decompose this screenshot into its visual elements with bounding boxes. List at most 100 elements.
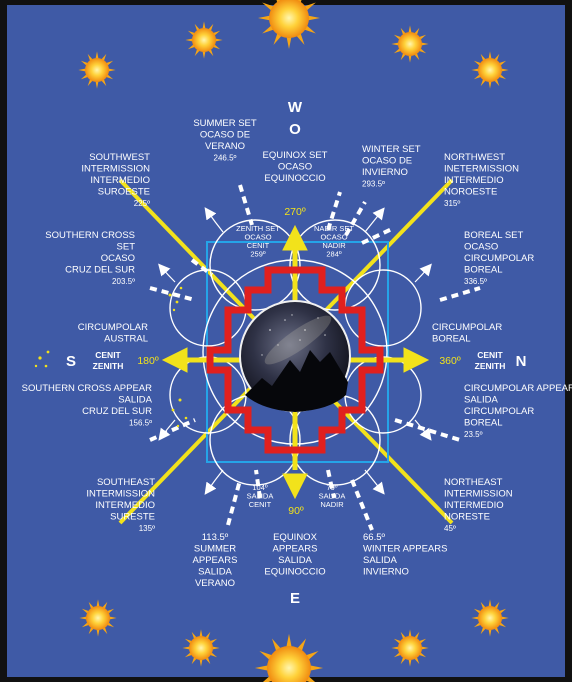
label-southwest: SOUTHWEST INTERMISSION INTERMEDIO SUROESTE 2…: [81, 152, 150, 208]
label-line: APPEARS: [273, 544, 318, 555]
cardinal-west-bottom: O: [289, 121, 301, 138]
label-line: SURESTE: [110, 512, 155, 523]
label-line: 259º: [250, 250, 266, 259]
label-line: VERANO: [205, 141, 245, 152]
label-line: 113.5º: [202, 532, 229, 543]
cardinal-north: N: [516, 353, 527, 370]
label-line: INVIERNO: [363, 567, 409, 578]
label-line: CRUZ DEL SUR: [65, 265, 135, 276]
arrow-left: [161, 347, 188, 373]
sun-disc: [478, 606, 502, 630]
label-line: SUMMER: [194, 544, 236, 555]
label-nadir-appear: 79º SALIDA NADIR: [319, 483, 346, 509]
label-line: 104º: [252, 483, 268, 492]
label-line: 293.5º: [362, 180, 385, 189]
label-southeast: SOUTHEAST INTERMISSION INTERMEDIO SURESTE 13…: [86, 477, 155, 533]
label-line: SALIDA: [278, 555, 312, 566]
label-line: SALIDA: [464, 395, 498, 406]
label-layer: SUMMER SET OCASO DE VERANO 246.5º EQUINOX SE…: [22, 118, 572, 589]
label-line: 156.5º: [129, 419, 152, 428]
label-line: 66.5º: [363, 532, 385, 543]
label-winter-set: WINTER SET OCASO DE INVIERNO 293.5º: [362, 144, 421, 189]
label-line: EQUINOCCIO: [264, 567, 325, 578]
direction-dashes: [149, 184, 481, 531]
label-line: OCASO: [320, 233, 347, 242]
label-line: APPEARS: [193, 555, 238, 566]
sun-icon: [78, 51, 116, 89]
sun-disc: [398, 32, 422, 56]
label-line: CIRCUMPOLAR APPEAR: [464, 383, 572, 394]
sun-icon: [471, 51, 509, 89]
label-line: 225º: [134, 199, 150, 208]
sun-group: [78, 0, 509, 687]
cardinal-east: E: [290, 590, 300, 607]
label-northeast: NORTHEAST INTERMISSION INTERMEDIO NORESTE 45…: [444, 477, 513, 533]
label-line: INTERMISSION: [86, 489, 155, 500]
sun-icon: [391, 25, 429, 63]
label-line: VERANO: [195, 578, 235, 589]
label-line: SUROESTE: [98, 187, 150, 198]
zenith-right-line2: ZENITH: [475, 361, 506, 371]
sun-icon: [254, 633, 324, 687]
label-equinox-appears: EQUINOX APPEARS SALIDA EQUINOCCIO: [264, 532, 325, 578]
label-line: INETERMISSION: [444, 164, 519, 175]
label-summer-set: SUMMER SET OCASO DE VERANO 246.5º: [193, 118, 257, 163]
label-line: OCASO: [278, 162, 312, 173]
label-line: SOUTHERN CROSS: [45, 230, 135, 241]
degree-90: 90º: [288, 505, 304, 517]
label-line: 45º: [444, 524, 456, 533]
degree-270: 270º: [284, 206, 306, 218]
label-line: SOUTHWEST: [89, 152, 150, 163]
zenith-labels: CENIT ZENITH CENIT ZENITH: [93, 350, 506, 371]
label-line: BOREAL: [432, 334, 471, 345]
label-line: OCASO DE: [362, 156, 412, 167]
sun-icon: [185, 21, 223, 59]
label-line: OCASO: [464, 242, 498, 253]
sun-disc: [267, 646, 311, 687]
sun-disc: [85, 58, 109, 82]
label-line: WINTER APPEARS: [363, 544, 447, 555]
label-line: INTERMEDIO: [444, 500, 504, 511]
label-line: NADIR: [322, 241, 346, 250]
center-night-sky-image: [239, 300, 351, 412]
label-zenith-set: ZENITH SET OCASO CENIT 259º: [236, 224, 280, 259]
ring: [209, 219, 301, 311]
label-line: INTERMEDIO: [95, 500, 155, 511]
label-line: OCASO: [244, 233, 271, 242]
label-line: SALIDA: [319, 492, 346, 501]
label-line: NOROESTE: [444, 187, 497, 198]
label-line: BOREAL SET: [464, 230, 524, 241]
sun-disc: [398, 636, 422, 660]
label-line: CIRCUMPOLAR: [464, 253, 534, 264]
label-line: EQUINOX: [273, 532, 317, 543]
label-line: EQUINOX SET: [263, 150, 328, 161]
sun-disc: [86, 606, 110, 630]
label-summer-appears: 113.5º SUMMER APPEARS SALIDA VERANO: [193, 532, 238, 589]
ring: [289, 219, 381, 311]
label-line: WINTER SET: [362, 144, 421, 155]
label-line: CENIT: [249, 500, 272, 509]
label-line: NORTHEAST: [444, 477, 503, 488]
star-dots: [34, 286, 188, 428]
sun-icon: [391, 629, 429, 667]
label-line: 203.5º: [112, 277, 135, 286]
label-line: SOUTHEAST: [97, 477, 155, 488]
label-line: AUSTRAL: [104, 334, 148, 345]
cardinal-letters: W O E S N: [66, 99, 526, 607]
label-circumpolar-austral: CIRCUMPOLAR AUSTRAL: [78, 322, 148, 345]
sun-icon: [258, 0, 320, 49]
sun-disc: [478, 58, 502, 82]
label-line: 246.5º: [214, 154, 237, 163]
label-line: OCASO: [101, 253, 135, 264]
label-zenith-appear: 104º SALIDA CENIT: [247, 483, 274, 509]
label-line: SET: [117, 242, 136, 253]
sun-disc: [189, 636, 213, 660]
sun-icon: [471, 599, 509, 637]
label-line: CIRCUMPOLAR: [464, 406, 534, 417]
label-winter-appears: 66.5º WINTER APPEARS SALIDA INVIERNO: [363, 532, 447, 578]
label-line: INTERMISSION: [81, 164, 150, 175]
label-line: SALIDA: [363, 555, 397, 566]
degree-360: 360º: [439, 355, 461, 367]
label-line: INVIERNO: [362, 167, 408, 178]
